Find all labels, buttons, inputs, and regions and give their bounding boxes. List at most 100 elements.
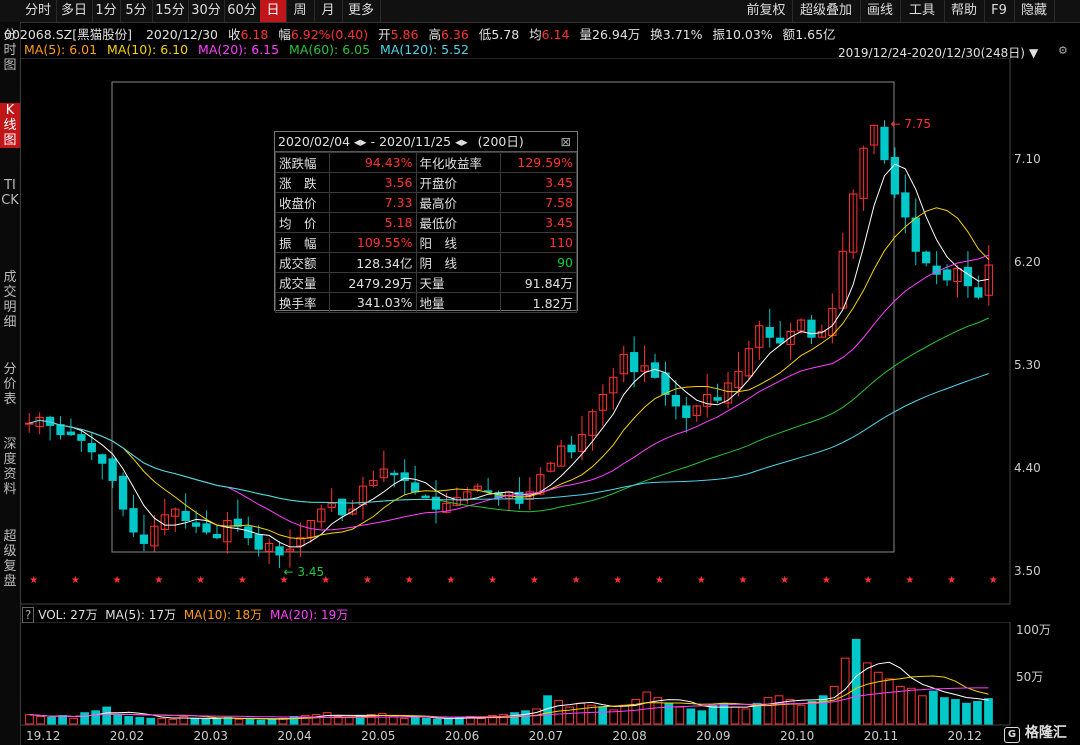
volume-bar xyxy=(929,690,938,725)
volume-bar xyxy=(311,714,321,725)
candle-body xyxy=(963,266,973,287)
volume-bar xyxy=(69,717,78,725)
signal-star: ★ xyxy=(238,575,247,586)
date-tick-label: 20.08 xyxy=(612,729,647,743)
volume-bar xyxy=(333,715,343,725)
stats-label: 开盘价 xyxy=(415,172,501,193)
period-tab[interactable]: 30分 xyxy=(188,0,225,22)
toolbar-menu-item[interactable]: F9 xyxy=(984,0,1015,22)
stats-value: 341.03% xyxy=(329,292,417,313)
toolbar-menu-item[interactable]: 工具 xyxy=(900,0,945,22)
dropdown-arrow-icon: ▼ xyxy=(1028,46,1039,60)
candle-body xyxy=(254,534,263,550)
help-icon[interactable]: ? xyxy=(22,607,35,623)
stats-table: 涨跌幅 94.43% 年化收益率 129.59% 涨 跌 3.56 开盘价 3.45 收盘价 7.… xyxy=(274,152,578,313)
candle-body xyxy=(661,372,670,396)
candle-body xyxy=(118,475,128,510)
close-price: 6.18 xyxy=(240,27,269,42)
sidebar-tab[interactable]: K线图 xyxy=(0,103,20,148)
period-tab[interactable]: 月 xyxy=(314,0,343,22)
candle-body xyxy=(129,508,138,533)
candlestick-chart[interactable]: ← 7.75← 3.45★ ★ ★ ★ ★ ★ ★ ★ ★ ★ ★ ★ ★ ★ ★ ★ ★ ★ ★ ★ ★ ★ ★ ★ xyxy=(20,58,1060,605)
volume-bar xyxy=(322,712,332,725)
date-tick-label: 20.06 xyxy=(444,729,480,743)
sidebar-tab[interactable]: TICK xyxy=(1,178,19,208)
chart-frame xyxy=(20,58,1011,605)
stats-label: 均 价 xyxy=(274,212,331,233)
period-tab[interactable]: 多日 xyxy=(56,0,93,22)
candle-body xyxy=(807,319,816,338)
period-tab[interactable]: 更多 xyxy=(342,0,381,22)
candle-body xyxy=(285,548,295,553)
stats-row: 成交量 2479.29万 天量 91.84万 xyxy=(274,272,578,293)
toolbar-menu-item[interactable]: 超级叠加 xyxy=(792,0,861,22)
toolbar-menu-item[interactable]: 画线 xyxy=(860,0,901,22)
signal-star: ★ xyxy=(488,575,497,586)
sidebar-tab[interactable]: 分价表 xyxy=(3,362,17,407)
volume-bar xyxy=(554,700,563,725)
candle-body xyxy=(755,325,764,348)
period-tab[interactable]: 15分 xyxy=(152,0,189,22)
toolbar-menu-item[interactable]: 前复权 xyxy=(740,0,793,22)
range-selector[interactable]: 2019/12/24-2020/12/30(248日) ▼ xyxy=(838,46,1039,60)
sidebar-tab[interactable]: 分时图 xyxy=(3,28,17,73)
high-price: 6.36 xyxy=(440,27,469,42)
volume-bar xyxy=(873,671,883,725)
signal-star: ★ xyxy=(113,575,122,586)
settings-icon[interactable]: ⚙ xyxy=(1058,44,1068,57)
stats-value: 1.82万 xyxy=(499,292,578,313)
stats-value: 2479.29万 xyxy=(329,272,417,293)
signal-star: ★ xyxy=(947,575,956,586)
stats-value: 3.45 xyxy=(499,212,578,233)
ma-line: MA(5): 6.01 MA(10): 6.10 MA(20): 6.15 MA… xyxy=(24,42,469,57)
volume-bar xyxy=(741,708,751,725)
adjust-arrows-icon[interactable]: ◂▸ xyxy=(354,134,367,149)
candle-body xyxy=(692,405,701,416)
signal-star: ★ xyxy=(655,575,664,586)
stats-label: 涨 跌 xyxy=(274,172,331,193)
candle-body xyxy=(400,472,409,481)
volume-bar xyxy=(653,697,663,725)
period-tab[interactable]: 周 xyxy=(286,0,315,22)
sidebar-tab[interactable]: 成交明细 xyxy=(3,270,17,330)
volume-bar xyxy=(91,710,101,725)
volume-bar xyxy=(256,719,266,725)
volume-bar xyxy=(587,704,597,725)
candle-body xyxy=(703,394,712,407)
stats-label: 天量 xyxy=(415,272,501,293)
volume-bar xyxy=(477,717,486,725)
volume-tick-label: 50万 xyxy=(1016,670,1043,684)
sidebar-tab[interactable]: 深度资料 xyxy=(3,437,17,497)
candle-body xyxy=(410,482,420,493)
volume-bar xyxy=(366,714,376,725)
stats-value: 5.18 xyxy=(329,212,417,233)
period-tab[interactable]: 日 xyxy=(260,0,287,22)
volume-bar xyxy=(102,706,112,725)
ma10-value: MA(10): 6.10 xyxy=(107,42,189,57)
signal-star: ★ xyxy=(29,575,38,586)
period-tab[interactable]: 1分 xyxy=(92,0,121,22)
candle-body xyxy=(776,337,785,344)
volume-chart[interactable]: 100万 50万 xyxy=(20,622,1080,726)
volume-bar xyxy=(146,717,156,725)
adjust-arrows-icon[interactable]: ◂▸ xyxy=(455,134,468,149)
stats-value: 91.84万 xyxy=(499,272,578,293)
date-tick-label: 20.05 xyxy=(361,729,396,743)
sidebar-tab[interactable]: 超级复盘 xyxy=(3,529,17,589)
period-tab[interactable]: 分时 xyxy=(20,0,57,22)
toolbar-menu-item[interactable]: 隐藏 xyxy=(1014,0,1055,22)
period-tab[interactable]: 5分 xyxy=(120,0,153,22)
close-icon[interactable]: ⊠ xyxy=(560,134,571,149)
volume-bar xyxy=(300,715,310,725)
low-price: 5.78 xyxy=(491,27,520,42)
volume-bar xyxy=(245,717,255,725)
candle-body xyxy=(223,520,232,543)
toolbar-menu-item[interactable]: 帮助 xyxy=(944,0,985,22)
period-tab[interactable]: 60分 xyxy=(224,0,261,22)
price-tick-label: 6.20 xyxy=(1014,254,1041,269)
stats-value: 109.55% xyxy=(329,232,417,253)
candle-body xyxy=(56,424,65,436)
volume-bar xyxy=(190,717,200,725)
volume-bar xyxy=(47,716,56,725)
candle-body xyxy=(463,491,472,500)
